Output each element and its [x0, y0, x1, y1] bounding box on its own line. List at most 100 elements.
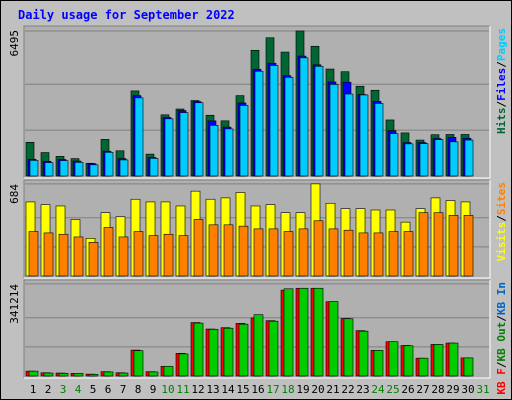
bar-pages-day-7	[119, 159, 129, 177]
bar-sites-day-5	[88, 242, 99, 277]
legend-entry: Visits	[495, 222, 508, 262]
bar-kb-out-day-24	[373, 350, 384, 377]
bar-sites-day-11	[178, 235, 189, 277]
bar-kb-out-day-22	[343, 318, 354, 377]
bar-kb-out-day-11	[178, 353, 189, 377]
legend-entry: KB Out	[495, 322, 508, 362]
bar-kb-out-day-12	[193, 322, 204, 377]
legend-entry: /	[495, 315, 508, 322]
bar-kb-out-day-26	[403, 345, 414, 377]
panel-border-dark	[23, 25, 490, 178]
bar-sites-day-19	[298, 228, 309, 277]
day-label-31: 31	[476, 383, 489, 396]
bar-sites-day-12	[193, 219, 204, 277]
bar-kb-out-day-8	[133, 350, 144, 377]
bar-sites-day-8	[133, 231, 144, 277]
panel-visits: 684 Visits/Sites	[8, 179, 508, 279]
day-label-8: 8	[135, 383, 142, 396]
day-label-23: 23	[356, 383, 369, 396]
day-label-10: 10	[161, 383, 174, 396]
panel-legend: KB F/KB Out/KB In	[495, 282, 508, 395]
bar-sites-day-1	[28, 231, 39, 277]
day-label-26: 26	[401, 383, 414, 396]
legend-entry: /	[495, 361, 508, 368]
day-label-28: 28	[431, 383, 444, 396]
panel-border-light	[24, 280, 491, 379]
bar-pages-day-3	[59, 160, 69, 177]
bar-sites-day-6	[103, 227, 114, 277]
day-label-20: 20	[311, 383, 324, 396]
bar-kb-out-day-30	[463, 357, 474, 377]
bar-pages-day-25	[389, 133, 399, 177]
day-label-2: 2	[45, 383, 52, 396]
bar-sites-day-25	[388, 231, 399, 277]
bar-kb-out-day-3	[58, 373, 69, 377]
day-axis: 1 2 3 4 5 6 7 8 9 10 11 12 13 14 15 16 17 18 19 20 21 22 23 24 2…	[30, 383, 490, 396]
chart-title: Daily usage for September 2022	[18, 8, 235, 22]
day-label-18: 18	[281, 383, 294, 396]
bar-kb-out-day-1	[28, 370, 39, 377]
bar-kb-out-day-6	[103, 371, 114, 377]
bar-kb-out-day-7	[118, 372, 129, 377]
bar-pages-day-9	[149, 158, 159, 177]
bar-pages-day-20	[314, 66, 324, 177]
bar-kb-out-day-2	[43, 372, 54, 377]
day-label-14: 14	[221, 383, 235, 396]
legend-entry: /	[495, 101, 508, 108]
bar-sites-day-7	[118, 236, 129, 277]
panel-max-label: 684	[8, 184, 21, 204]
panel-border-dark	[23, 279, 490, 378]
panel-border-dark	[23, 179, 490, 278]
bar-pages-day-12	[194, 102, 204, 177]
day-label-4: 4	[75, 383, 82, 396]
legend-entry: KB F	[495, 368, 508, 395]
bar-kb-out-day-21	[328, 301, 339, 377]
bar-sites-day-23	[358, 232, 369, 277]
bar-kb-out-day-18	[283, 288, 294, 377]
day-label-24: 24	[371, 383, 385, 396]
day-label-25: 25	[386, 383, 399, 396]
bar-sites-day-29	[448, 215, 459, 277]
legend-entry: Pages	[495, 28, 508, 61]
bar-kb-out-day-27	[418, 357, 429, 377]
day-label-1: 1	[30, 383, 37, 396]
day-label-13: 13	[206, 383, 219, 396]
bar-pages-day-6	[104, 152, 114, 177]
panel-border-light	[24, 26, 491, 179]
bar-kb-out-day-17	[268, 320, 279, 377]
bar-sites-day-18	[283, 231, 294, 277]
bar-sites-day-2	[43, 232, 54, 277]
day-label-11: 11	[176, 383, 189, 396]
bar-kb-out-day-14	[223, 327, 234, 377]
chart-panels: 6495Hits/Files/Pages684Visits/Sites34121…	[8, 25, 508, 395]
bar-sites-day-15	[238, 225, 249, 277]
bar-pages-day-18	[284, 76, 294, 177]
panel-max-label: 6495	[8, 30, 21, 57]
bar-pages-day-17	[269, 65, 279, 177]
bar-sites-day-22	[343, 229, 354, 277]
bar-pages-day-5	[89, 164, 99, 177]
bar-sites-day-28	[433, 212, 444, 277]
bar-pages-day-4	[74, 162, 84, 177]
day-label-16: 16	[251, 383, 264, 396]
bars-kbytes	[25, 287, 474, 377]
bars-visits	[25, 183, 474, 277]
bar-kb-out-day-4	[73, 373, 84, 377]
day-label-3: 3	[60, 383, 67, 396]
bar-sites-day-17	[268, 228, 279, 277]
bar-sites-day-24	[373, 232, 384, 277]
day-label-6: 6	[105, 383, 112, 396]
bar-pages-day-2	[44, 162, 54, 177]
bar-kb-out-day-15	[238, 323, 249, 377]
bar-kb-out-day-28	[433, 344, 444, 377]
bar-pages-day-23	[359, 94, 369, 177]
bar-kb-out-day-19	[298, 287, 309, 377]
bar-sites-day-26	[403, 231, 414, 277]
bar-sites-day-9	[148, 235, 159, 277]
day-label-15: 15	[236, 383, 249, 396]
legend-entry: KB In	[495, 282, 508, 315]
bar-sites-day-30	[463, 215, 474, 277]
panel-border-light	[24, 180, 491, 279]
